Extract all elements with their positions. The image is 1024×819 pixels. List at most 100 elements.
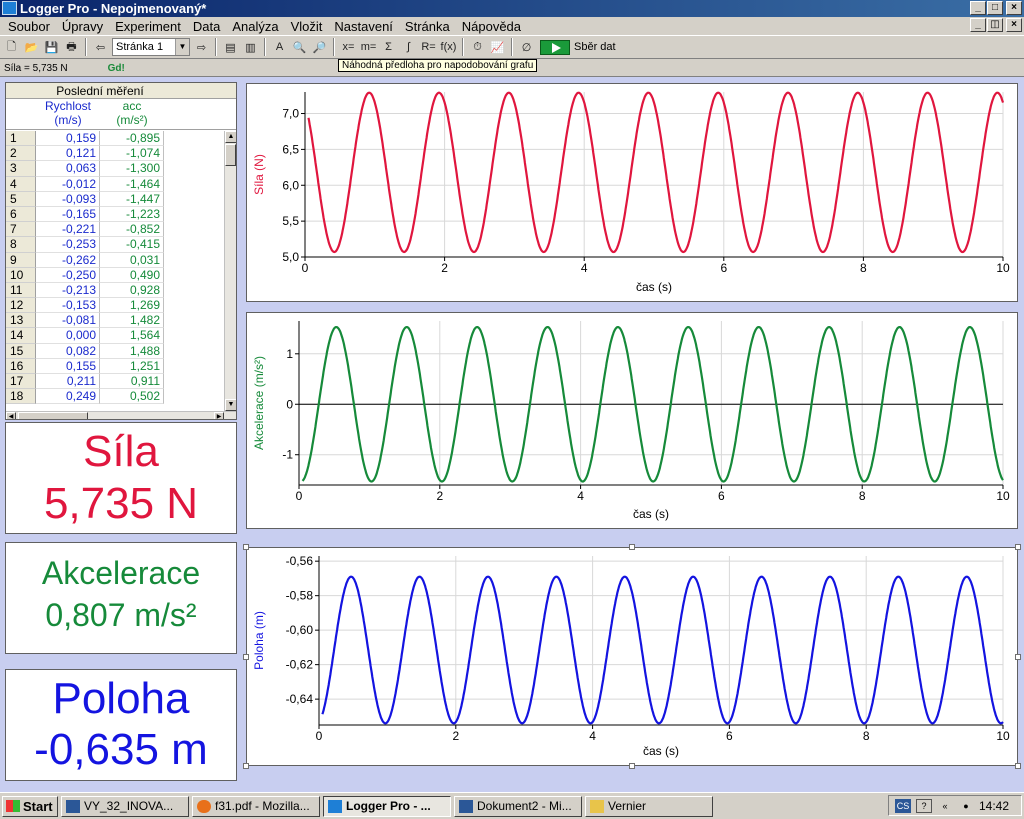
taskbar-item[interactable]: Logger Pro - ...: [323, 795, 451, 817]
table-cell[interactable]: -1,074: [100, 146, 164, 162]
table-cell[interactable]: -0,253: [36, 237, 100, 253]
table-cell[interactable]: -0,250: [36, 267, 100, 283]
table-cell[interactable]: -0,213: [36, 282, 100, 299]
graph-sila[interactable]: 0 2 4 6 8 10 5,0 5,5 6,0 6,5 7,0 čas (s) Síla (N): [246, 83, 1018, 302]
page-select[interactable]: Stránka 1 ▼: [112, 38, 190, 56]
resize-handle[interactable]: [629, 763, 635, 769]
table-vertical-scrollbar[interactable]: ▲ ▼: [224, 131, 236, 411]
table-row[interactable]: 6 -0,165 -1,223: [6, 206, 224, 223]
graph-poloha[interactable]: 0 2 4 6 8 10 -0,56 -0,58 -0,60 -0,62 -0,64 čas (s) P…: [246, 547, 1018, 766]
meter-akcelerace[interactable]: Akcelerace 0,807 m/s²: [5, 542, 237, 654]
table-cell[interactable]: -1,223: [100, 206, 164, 223]
table-cell[interactable]: 0,928: [100, 282, 164, 299]
menu-vlozit[interactable]: Vložit: [290, 18, 323, 34]
table-cell[interactable]: 1,251: [100, 358, 164, 374]
table-row[interactable]: 9 -0,262 0,031: [6, 252, 224, 268]
meter-sila[interactable]: Síla 5,735 N: [5, 422, 237, 534]
curve-fit-icon[interactable]: f(x): [440, 41, 457, 53]
start-button[interactable]: Start: [2, 795, 58, 817]
table-cell[interactable]: 0,502: [100, 389, 164, 405]
graph-match-icon[interactable]: 📈: [490, 41, 505, 54]
table-cell[interactable]: 1,488: [100, 343, 164, 359]
table-cell[interactable]: 0,155: [36, 358, 100, 374]
table-row[interactable]: 14 0,000 1,564: [6, 328, 224, 344]
next-page-icon[interactable]: ⇨: [196, 41, 207, 54]
column-header-rychlost[interactable]: Rychlost (m/s): [44, 99, 91, 127]
scroll-right-icon[interactable]: ▶: [214, 412, 224, 419]
table-row[interactable]: 8 -0,253 -0,415: [6, 237, 224, 253]
table-cell[interactable]: -1,447: [100, 191, 164, 207]
linear-fit-icon[interactable]: R=: [421, 41, 436, 53]
scroll-left-icon[interactable]: ◀: [6, 412, 16, 419]
table-cell[interactable]: -0,852: [100, 222, 164, 238]
table-cell[interactable]: 1,269: [100, 298, 164, 314]
hscroll-thumb[interactable]: [18, 412, 88, 419]
table-row[interactable]: 12 -0,153 1,269: [6, 298, 224, 314]
table-cell[interactable]: 0,211: [36, 374, 100, 390]
menu-experiment[interactable]: Experiment: [115, 18, 181, 34]
table-row[interactable]: 11 -0,213 0,928: [6, 282, 224, 299]
table-row[interactable]: 7 -0,221 -0,852: [6, 222, 224, 238]
table-cell[interactable]: -0,153: [36, 298, 100, 314]
data-browser-icon[interactable]: ▤: [225, 41, 236, 54]
zero-sensor-icon[interactable]: ∅: [521, 41, 532, 54]
language-indicator[interactable]: CS: [895, 798, 911, 813]
network-icon[interactable]: ●: [963, 800, 969, 811]
menu-nastaveni[interactable]: Nastavení: [334, 18, 393, 34]
menu-data[interactable]: Data: [192, 18, 221, 34]
integral-icon[interactable]: ∫: [406, 41, 410, 53]
table-row[interactable]: 18 0,249 0,502: [6, 389, 224, 405]
table-cell[interactable]: -1,464: [100, 176, 164, 192]
zoom-in-icon[interactable]: 🔍: [292, 41, 307, 54]
table-cell[interactable]: -0,012: [36, 176, 100, 192]
table-row[interactable]: 3 0,063 -1,300: [6, 161, 224, 177]
scroll-up-icon[interactable]: ▲: [225, 131, 236, 143]
tangent-icon[interactable]: m=: [360, 41, 377, 53]
resize-handle[interactable]: [243, 654, 249, 660]
table-row[interactable]: 15 0,082 1,488: [6, 343, 224, 359]
table-cell[interactable]: 0,031: [100, 252, 164, 268]
table-cell[interactable]: -0,262: [36, 252, 100, 268]
table-row[interactable]: 10 -0,250 0,490: [6, 267, 224, 283]
column-header-acc[interactable]: acc (m/s²): [116, 99, 148, 127]
open-folder-icon[interactable]: 📂: [24, 41, 39, 54]
menu-soubor[interactable]: Soubor: [8, 18, 50, 34]
resize-handle[interactable]: [1015, 544, 1021, 550]
doc-restore-button[interactable]: ◫: [987, 18, 1003, 32]
save-icon[interactable]: 💾: [44, 41, 59, 54]
table-row[interactable]: 5 -0,093 -1,447: [6, 191, 224, 207]
scroll-down-icon[interactable]: ▼: [225, 399, 236, 411]
examine-icon[interactable]: x=: [342, 41, 355, 53]
meter-poloha[interactable]: Poloha -0,635 m: [5, 669, 237, 781]
table-cell[interactable]: 0,082: [36, 343, 100, 359]
taskbar-item[interactable]: VY_32_INOVA...: [61, 795, 189, 817]
resize-handle[interactable]: [1015, 654, 1021, 660]
table-cell[interactable]: -0,165: [36, 206, 100, 223]
table-cell[interactable]: -0,081: [36, 313, 100, 329]
table-row[interactable]: 16 0,155 1,251: [6, 358, 224, 374]
table-cell[interactable]: 0,159: [36, 131, 100, 147]
data-collection-settings-icon[interactable]: ⏱: [473, 40, 482, 53]
resize-handle[interactable]: [629, 544, 635, 550]
scroll-thumb[interactable]: [225, 144, 236, 166]
resize-handle[interactable]: [1015, 763, 1021, 769]
zoom-out-icon[interactable]: 🔎: [312, 41, 327, 54]
resize-handle[interactable]: [243, 544, 249, 550]
table-cell[interactable]: 0,000: [36, 328, 100, 344]
table-row[interactable]: 1 0,159 -0,895: [6, 131, 224, 147]
resize-handle[interactable]: [243, 763, 249, 769]
taskbar-item[interactable]: Dokument2 - Mi...: [454, 795, 582, 817]
table-cell[interactable]: -0,415: [100, 237, 164, 253]
data-table[interactable]: Poslední měření Rychlost (m/s) acc (m/s²…: [5, 82, 237, 420]
menu-analyza[interactable]: Analýza: [232, 18, 279, 34]
close-button[interactable]: ×: [1006, 1, 1022, 15]
chevron-down-icon[interactable]: ▼: [175, 39, 189, 55]
table-horizontal-scrollbar[interactable]: ◀ ▶: [6, 411, 236, 419]
menu-stranka[interactable]: Stránka: [404, 18, 450, 34]
collect-button[interactable]: Sběr dat: [538, 38, 622, 57]
table-row[interactable]: 2 0,121 -1,074: [6, 146, 224, 162]
table-cell[interactable]: 0,121: [36, 146, 100, 162]
table-cell[interactable]: 0,911: [100, 374, 164, 390]
table-cell[interactable]: 1,482: [100, 313, 164, 329]
autoscale-icon[interactable]: A: [275, 41, 284, 53]
